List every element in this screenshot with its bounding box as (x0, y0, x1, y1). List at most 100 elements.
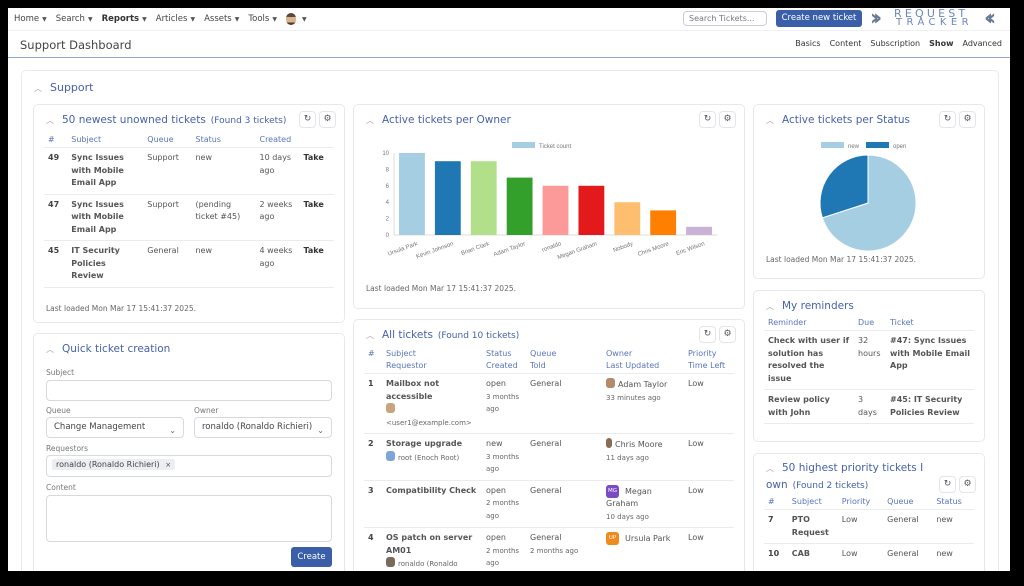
ticket-subject[interactable]: IT Security Policies Review (67, 240, 144, 287)
create-new-ticket-button[interactable]: Create new ticket (776, 10, 862, 27)
bar[interactable] (650, 210, 677, 235)
take-button[interactable]: Take (299, 147, 334, 194)
collapse-icon[interactable]: ︿ (366, 331, 374, 340)
menu-home[interactable]: Home ▼ (14, 14, 47, 24)
refresh-icon[interactable]: ↻ (299, 111, 316, 128)
reminder-text[interactable]: Check with user if solution has resolved… (764, 330, 854, 390)
menu-search[interactable]: Search ▼ (56, 14, 93, 24)
col-status[interactable]: Status (195, 135, 221, 144)
collapse-icon[interactable]: ︿ (766, 302, 774, 311)
col-owner[interactable]: Owner (606, 349, 633, 358)
ticket-id[interactable]: 4 (364, 527, 382, 571)
request-tracker-logo[interactable]: ›› REQUEST TRACKER ‹‹ (870, 8, 1010, 31)
pie-slice-new[interactable] (821, 154, 917, 252)
ticket-subject[interactable]: Sync Issues with Mobile Email App (67, 193, 144, 241)
ticket-owner[interactable]: Adam Taylor (618, 380, 668, 389)
ticket-subject[interactable]: Storage upgrade (386, 439, 463, 448)
bar[interactable] (506, 177, 533, 235)
submenu-advanced[interactable]: Advanced (962, 39, 1002, 48)
ticket-id[interactable]: 49 (44, 147, 68, 194)
ticket-owner[interactable]: Chris Moore (615, 440, 663, 449)
search-tickets-input[interactable]: Search Tickets... (683, 11, 767, 26)
collapse-icon[interactable]: ︿ (46, 345, 54, 354)
refresh-icon[interactable]: ↻ (699, 326, 716, 343)
ticket-owner[interactable]: Ursula Park (625, 534, 671, 543)
ticket-id[interactable]: 45 (44, 240, 68, 287)
refresh-icon[interactable]: ↻ (699, 111, 716, 128)
bar[interactable] (399, 153, 425, 235)
col-priority[interactable]: Priority (841, 497, 871, 506)
ticket-owner[interactable]: Megan Graham (606, 486, 652, 509)
requestors-input[interactable]: ronaldo (Ronaldo Richieri) × (46, 455, 332, 477)
menu-reports[interactable]: Reports ▼ (102, 14, 147, 24)
refresh-icon[interactable]: ↻ (939, 111, 956, 128)
user-menu[interactable]: ▼ (285, 13, 307, 25)
content-textarea[interactable] (46, 495, 332, 542)
col-subject[interactable]: Subject (791, 497, 822, 506)
col-created[interactable]: Created (259, 135, 292, 144)
bar[interactable] (434, 161, 461, 235)
ticket-subject[interactable]: Compatibility Check (386, 485, 477, 495)
submenu-content[interactable]: Content (829, 39, 862, 48)
take-button[interactable]: Take (299, 193, 334, 241)
menu-tools[interactable]: Tools ▼ (248, 14, 277, 24)
queue-select[interactable]: Change Management ⌄ (46, 417, 184, 438)
collapse-icon[interactable]: ︿ (366, 116, 374, 125)
ticket-id[interactable]: 3 (364, 479, 382, 528)
bar[interactable] (614, 202, 641, 235)
col-subject[interactable]: Subject (386, 349, 416, 358)
col-requestor[interactable]: Requestor (386, 361, 427, 370)
menu-articles[interactable]: Articles ▼ (156, 14, 195, 24)
remove-tag-icon[interactable]: × (165, 461, 172, 469)
dashboard-title[interactable]: ︿ Support (34, 81, 93, 94)
ticket-requestor[interactable]: root (Enoch Root) (398, 453, 460, 462)
gear-icon[interactable]: ⚙ (959, 476, 976, 493)
widget-title-link[interactable]: 50 highest priority tickets I own (766, 462, 924, 491)
collapse-icon[interactable]: ︿ (766, 464, 774, 473)
submenu-show[interactable]: Show (929, 39, 954, 48)
submenu-subscription[interactable]: Subscription (870, 39, 921, 48)
col-id[interactable]: # (368, 349, 375, 358)
bar[interactable] (686, 226, 712, 235)
collapse-icon[interactable]: ︿ (766, 116, 774, 125)
collapse-icon[interactable]: ︿ (46, 116, 54, 125)
bar[interactable] (542, 185, 569, 235)
pie-slice-open[interactable] (819, 154, 869, 219)
col-status[interactable]: Status (486, 349, 512, 358)
col-id[interactable]: # (48, 135, 55, 144)
ticket-id[interactable]: 47 (44, 193, 68, 241)
reminder-ticket-link[interactable]: #45: IT Security Policies Review (886, 389, 974, 424)
ticket-subject[interactable]: CAB (787, 543, 838, 565)
col-queue[interactable]: Queue (530, 349, 557, 358)
take-button[interactable]: Take (299, 240, 334, 287)
collapse-icon[interactable]: ︿ (34, 84, 42, 93)
ticket-subject[interactable]: OS patch on server AM01 (386, 533, 473, 555)
ticket-id[interactable]: 7 (764, 509, 788, 544)
ticket-id[interactable]: 1 (364, 373, 382, 434)
col-id[interactable]: # (768, 497, 775, 506)
col-priority[interactable]: Priority (688, 349, 717, 358)
col-subject[interactable]: Subject (71, 135, 102, 144)
widget-title-link[interactable]: All tickets (382, 329, 433, 341)
submenu-basics[interactable]: Basics (795, 39, 821, 48)
ticket-subject[interactable]: Mailbox not accessible (386, 379, 440, 401)
gear-icon[interactable]: ⚙ (959, 111, 976, 128)
subject-input[interactable] (46, 380, 332, 401)
col-created[interactable]: Created (486, 361, 518, 370)
gear-icon[interactable]: ⚙ (719, 326, 736, 343)
col-queue[interactable]: Queue (887, 497, 914, 506)
refresh-icon[interactable]: ↻ (939, 476, 956, 493)
gear-icon[interactable]: ⚙ (719, 111, 736, 128)
gear-icon[interactable]: ⚙ (319, 111, 336, 128)
widget-title-link[interactable]: 50 newest unowned tickets (62, 114, 206, 126)
ticket-requestor[interactable]: ronaldo (Ronaldo (398, 560, 458, 568)
create-button[interactable]: Create (291, 547, 332, 567)
col-time-left[interactable]: Time Left (688, 361, 726, 370)
col-told[interactable]: Told (530, 361, 546, 370)
reminder-ticket-link[interactable]: #47: Sync Issues with Mobile Email App (886, 330, 974, 390)
owner-select[interactable]: ronaldo (Ronaldo Richieri) ⌄ (194, 417, 332, 438)
ticket-subject[interactable]: Sync Issues with Mobile Email App (67, 147, 144, 194)
reminder-text[interactable]: Review policy with John (764, 389, 854, 424)
ticket-id[interactable]: 10 (764, 543, 788, 565)
ticket-requestor[interactable]: <user1@example.com> (386, 418, 472, 427)
